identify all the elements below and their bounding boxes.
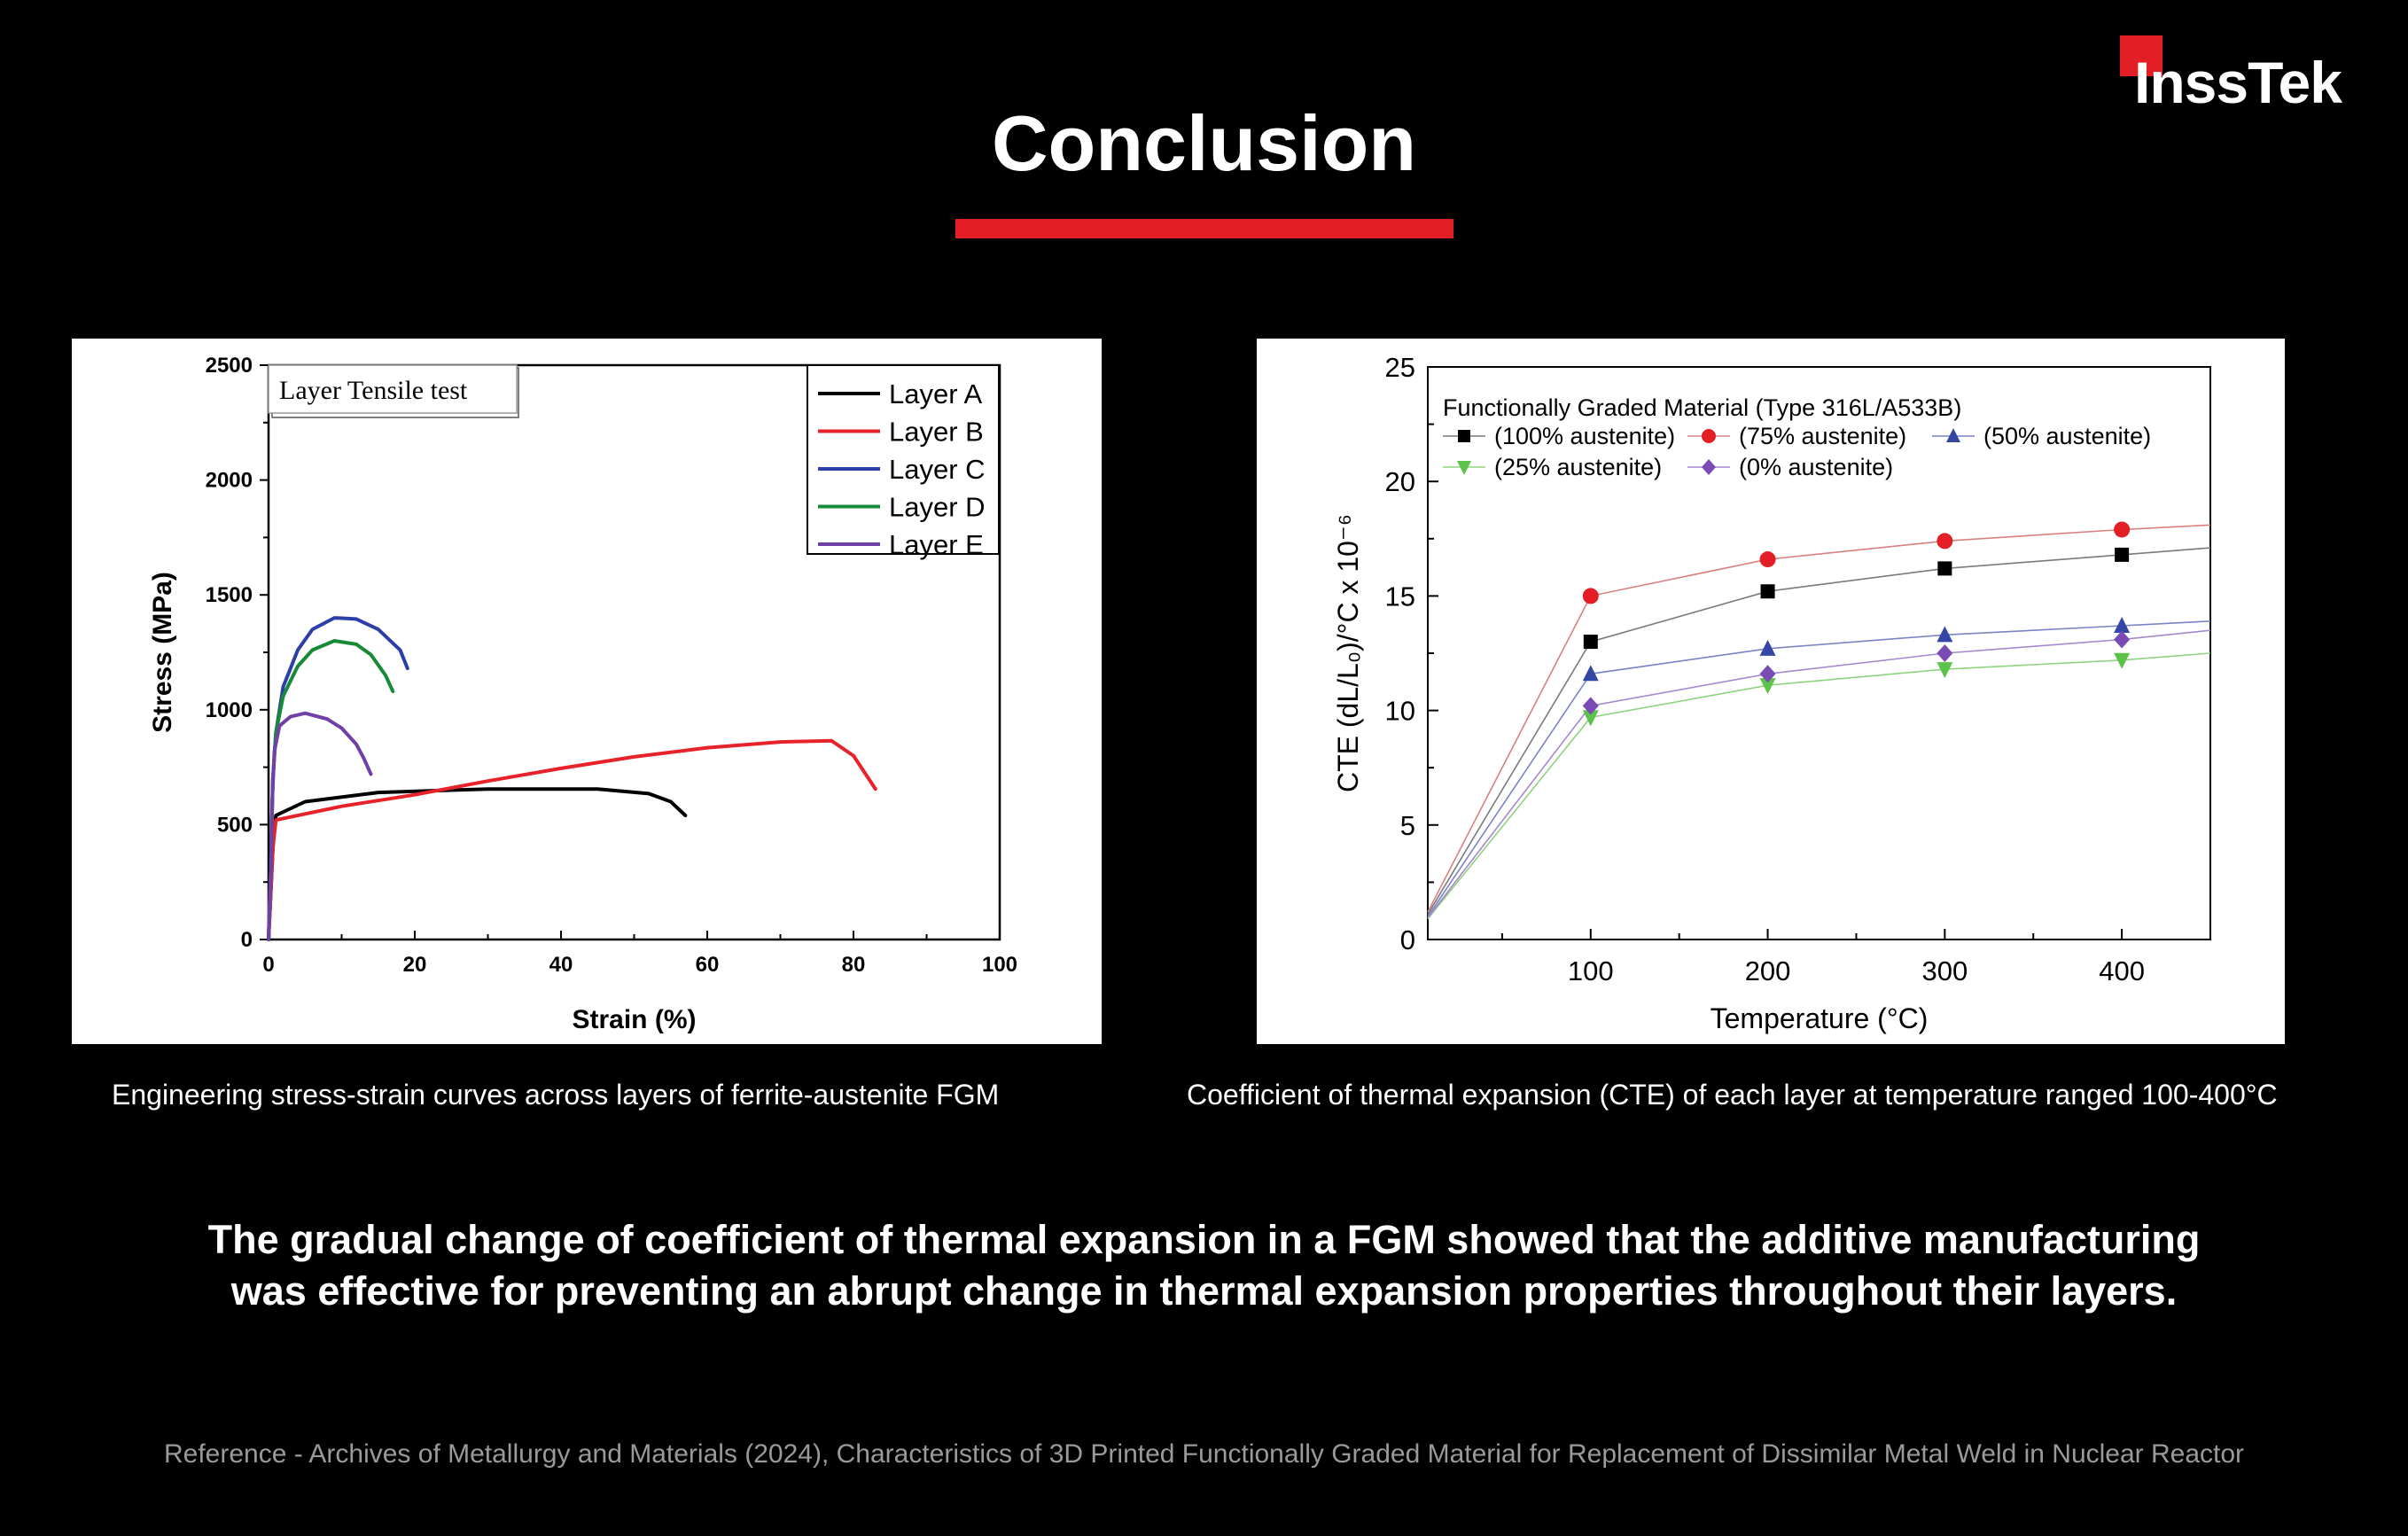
y-tick-label: 0 [1400, 924, 1415, 955]
data-point-triangle-up [1946, 428, 1960, 442]
data-point-square [1583, 635, 1598, 650]
chart-title-box [268, 364, 518, 414]
data-point-diamond [1702, 459, 1716, 475]
x-tick-label: 0 [262, 953, 274, 977]
data-point-triangle-up [1582, 665, 1599, 682]
series-line-layer-d [267, 639, 395, 941]
y-tick-label: 25 [1385, 352, 1415, 383]
logo-mark [2120, 35, 2163, 76]
data-point-triangle-down [1457, 461, 1471, 475]
cte-chart-panel: 100 200 300 400 0 5 10 15 20 25 Temperature (°C) CT… [1257, 339, 2285, 1044]
series-line [1427, 524, 2211, 913]
legend-label: (50% austenite) [1983, 423, 2151, 449]
y-tick-label: 20 [1385, 466, 1415, 497]
data-point-circle [1937, 533, 1953, 550]
data-point-diamond [1937, 644, 1953, 662]
y-tick-label: 15 [1385, 581, 1415, 612]
reference-citation: Reference - Archives of Metallurgy and M… [163, 1439, 2245, 1469]
x-tick-label: 100 [982, 953, 1017, 977]
data-point-triangle-up [1759, 639, 1776, 656]
data-point-triangle-down [2114, 652, 2131, 669]
legend-label: Layer C [889, 454, 986, 485]
y-tick-label: 1000 [206, 698, 253, 722]
stress-strain-chart-panel: 0 20 40 60 80 100 0 500 1000 1500 2000 2500 Strain (… [72, 339, 1102, 1044]
series-line [1427, 629, 2211, 918]
x-tick-label: 80 [842, 953, 866, 977]
y-tick-label: 1500 [206, 583, 253, 607]
y-axis-label: CTE (dL/L₀)/°C x 10⁻⁶ [1332, 514, 1364, 792]
x-tick-label: 300 [1921, 955, 1968, 986]
x-axis-label: Strain (%) [572, 1005, 696, 1034]
series-line [1427, 620, 2211, 917]
data-point-triangle-down [1759, 678, 1776, 695]
data-point-square [2115, 547, 2130, 562]
legend-label: Layer E [889, 529, 984, 560]
data-point-triangle-up [2114, 616, 2131, 633]
x-tick-label: 100 [1568, 955, 1614, 986]
y-tick-label: 0 [241, 928, 253, 952]
series-line-layer-a [267, 787, 688, 941]
page-title: Conclusion [991, 99, 1417, 187]
data-point-square [1458, 430, 1470, 442]
series-line [1427, 547, 2211, 916]
right-chart-caption: Coefficient of thermal expansion (CTE) o… [1187, 1079, 2278, 1111]
series-line-layer-e [267, 711, 373, 941]
title-underline [955, 219, 1453, 238]
y-tick-label: 10 [1385, 696, 1415, 727]
y-tick-label: 2000 [206, 469, 253, 493]
x-tick-label: 40 [549, 953, 573, 977]
legend-label: Layer A [889, 378, 982, 409]
series-line-layer-b [267, 738, 877, 941]
conclusion-line-2: was effective for preventing an abrupt c… [230, 1268, 2178, 1314]
x-tick-label: 60 [696, 953, 720, 977]
x-tick-label: 20 [403, 953, 427, 977]
plot-frame [1427, 366, 2211, 940]
cte-chart: 100 200 300 400 0 5 10 15 20 25 Temperature (°C) CT… [1332, 352, 2211, 1034]
legend-title: Functionally Graded Material (Type 316L/… [1443, 394, 1961, 421]
conclusion-line-1: The gradual change of coefficient of the… [207, 1217, 2201, 1262]
legend-label: (0% austenite) [1739, 454, 1893, 480]
data-point-circle [2114, 521, 2131, 538]
legend-label: Layer B [889, 417, 984, 448]
x-axis-label: Temperature (°C) [1711, 1002, 1929, 1034]
data-point-square [1760, 584, 1775, 599]
data-point-diamond [1582, 697, 1599, 715]
legend-label: (25% austenite) [1494, 454, 1662, 480]
legend-label: (75% austenite) [1739, 423, 1906, 449]
y-axis-label: Stress (MPa) [148, 572, 177, 733]
y-tick-label: 5 [1400, 810, 1415, 841]
data-point-triangle-down [1582, 710, 1599, 727]
y-tick-label: 500 [217, 813, 253, 837]
legend-label: (100% austenite) [1494, 423, 1675, 449]
data-point-diamond [1759, 665, 1776, 683]
series-line [1427, 652, 2211, 920]
logo-text: InssTek [2134, 50, 2342, 115]
conclusion-statement: The gradual change of coefficient of the… [0, 1214, 2408, 1317]
x-tick-label: 400 [2099, 955, 2145, 986]
data-point-square [1937, 561, 1952, 576]
data-point-circle [1582, 588, 1599, 604]
data-point-triangle-up [1937, 626, 1953, 643]
y-tick-label: 2500 [206, 354, 253, 378]
x-tick-label: 200 [1745, 955, 1791, 986]
left-chart-caption: Engineering stress-strain curves across … [112, 1079, 1000, 1111]
legend-label: Layer D [889, 492, 986, 523]
data-point-circle [1759, 551, 1776, 568]
legend-box [807, 364, 1000, 555]
series-line-layer-c [267, 616, 409, 941]
data-point-triangle-down [1937, 662, 1953, 679]
data-point-diamond [2114, 630, 2131, 649]
insstek-logo: InssTek [2118, 34, 2366, 113]
data-point-circle [1702, 429, 1716, 443]
chart-title: Layer Tensile test [279, 376, 468, 405]
